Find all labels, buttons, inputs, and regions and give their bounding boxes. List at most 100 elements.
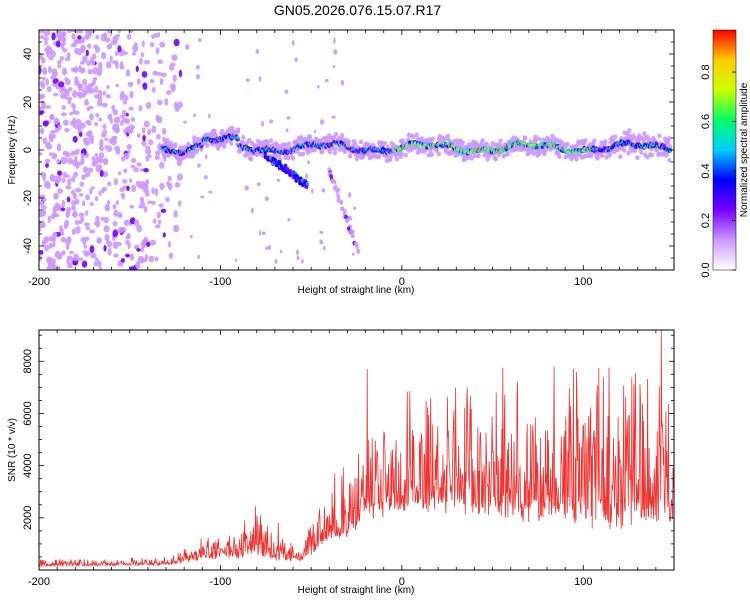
spectrogram-cell	[114, 50, 120, 56]
spectrogram-cell	[385, 144, 390, 149]
spectrogram-cell	[122, 100, 128, 105]
spectrogram-cell	[296, 255, 300, 261]
spectrogram-cell	[133, 219, 140, 227]
spectrogram-cell	[61, 199, 66, 208]
spectrogram-cell	[103, 244, 107, 252]
spectrogram-cell	[667, 136, 672, 141]
spectrogram-cell	[145, 101, 152, 110]
spectrogram-cell	[430, 136, 435, 142]
spectrogram-cell	[84, 84, 90, 93]
spectrogram-cell	[307, 160, 310, 165]
spectrogram-y-tick-label: 40	[22, 48, 34, 60]
spectrogram-cell	[139, 200, 146, 209]
spectrogram-cell	[346, 139, 352, 145]
spectrogram-cell	[319, 239, 324, 245]
spectrogram-cell	[117, 212, 123, 219]
spectrogram-cell	[60, 92, 66, 99]
spectrogram-cell	[376, 154, 382, 160]
spectrogram-cell	[96, 260, 102, 267]
spectrogram-cell	[95, 164, 102, 173]
colorbar-ticks: 0.0 0.2 0.4 0.6 0.8	[700, 64, 736, 278]
spectrogram-cell	[149, 239, 157, 246]
spectrogram-cell	[204, 154, 208, 160]
spectrogram-cell	[400, 138, 405, 143]
spectrogram-cell	[56, 143, 62, 152]
spectrogram-cell	[120, 119, 124, 127]
spectrogram-cell	[173, 210, 178, 218]
spectrogram-cell	[268, 245, 272, 250]
spectrogram-cell	[162, 136, 167, 142]
spectrogram-cell	[321, 188, 326, 193]
spectrogram-cell	[98, 117, 103, 122]
spectrogram-cell	[333, 37, 336, 44]
spectrogram-cell	[382, 140, 388, 146]
spectrogram-cell	[65, 185, 72, 190]
spectrogram-cell	[245, 78, 250, 82]
spectrogram-cell	[148, 255, 155, 263]
spectrogram-cell	[311, 188, 314, 194]
spectrogram-cell	[40, 205, 47, 210]
spectrogram-cell	[99, 169, 104, 177]
spectrogram-cell	[114, 125, 120, 134]
spectrogram-cell	[60, 43, 65, 50]
spectrogram-cell	[60, 112, 67, 117]
spectrogram-cell	[90, 252, 97, 259]
spectrogram-cell	[103, 225, 110, 233]
spectrogram-cell	[319, 230, 324, 234]
spectrogram-cell	[635, 155, 640, 161]
spectrogram-cell	[104, 233, 110, 241]
spectrogram-cell	[98, 190, 102, 197]
spectrogram-cell	[39, 152, 43, 156]
spectrogram-cell	[403, 152, 409, 158]
spectrogram-cell	[258, 230, 262, 236]
spectrogram-cell	[136, 162, 142, 167]
spectrogram-cell	[39, 200, 45, 206]
spectrogram-cell	[320, 149, 325, 154]
spectrogram-cell	[236, 136, 240, 140]
spectrogram-cell	[144, 145, 151, 150]
spectrogram-cell	[274, 259, 278, 264]
spectrogram-cell	[59, 225, 63, 231]
spectrogram-cell	[50, 263, 57, 270]
spectrogram-cell	[319, 119, 325, 125]
spectrogram-cell	[70, 200, 77, 206]
spectrogram-cell	[79, 132, 83, 137]
spectrogram-cell	[236, 129, 241, 134]
spectrogram-cell	[476, 153, 481, 158]
spectrogram-cell	[57, 60, 62, 65]
spectrogram-cell	[90, 88, 96, 94]
colorbar-tick-label: 0.4	[700, 163, 712, 178]
spectrogram-cell	[58, 81, 65, 88]
spectrogram-cell	[63, 174, 70, 179]
spectrogram-cell	[61, 104, 66, 111]
spectrogram-cell	[493, 156, 498, 162]
spectrogram-cell	[300, 178, 304, 182]
spectrogram-cell	[66, 30, 73, 34]
spectrogram-cell	[131, 184, 137, 193]
spectrogram-cell	[102, 129, 108, 136]
spectrogram-cell	[550, 133, 555, 139]
spectrogram-cell	[46, 30, 51, 36]
spectrogram-cell	[167, 175, 172, 182]
spectrogram-cell	[156, 133, 161, 140]
spectrogram-cell	[78, 193, 84, 197]
snr-series-line	[39, 330, 674, 568]
spectrogram-cell	[153, 32, 159, 38]
spectrogram-cell	[291, 40, 295, 46]
spectrogram-cell	[69, 261, 73, 268]
spectrogram-cell	[295, 249, 299, 256]
spectrogram-cell	[347, 153, 353, 159]
spectrogram-cell	[71, 33, 76, 40]
spectrogram-cell	[80, 157, 85, 165]
spectrogram-cell	[414, 132, 420, 138]
spectrogram-cell	[74, 47, 80, 55]
spectrogram-cell	[141, 70, 148, 78]
snr-y-tick-label: 6000	[22, 401, 34, 425]
spectrogram-cell	[246, 138, 252, 143]
spectrogram-cell	[120, 156, 126, 162]
spectrogram-cell	[480, 138, 485, 144]
spectrogram-cell	[650, 152, 655, 158]
spectrogram-cell	[89, 57, 95, 64]
spectrogram-cell	[333, 49, 338, 55]
spectrogram-cell	[351, 230, 355, 235]
